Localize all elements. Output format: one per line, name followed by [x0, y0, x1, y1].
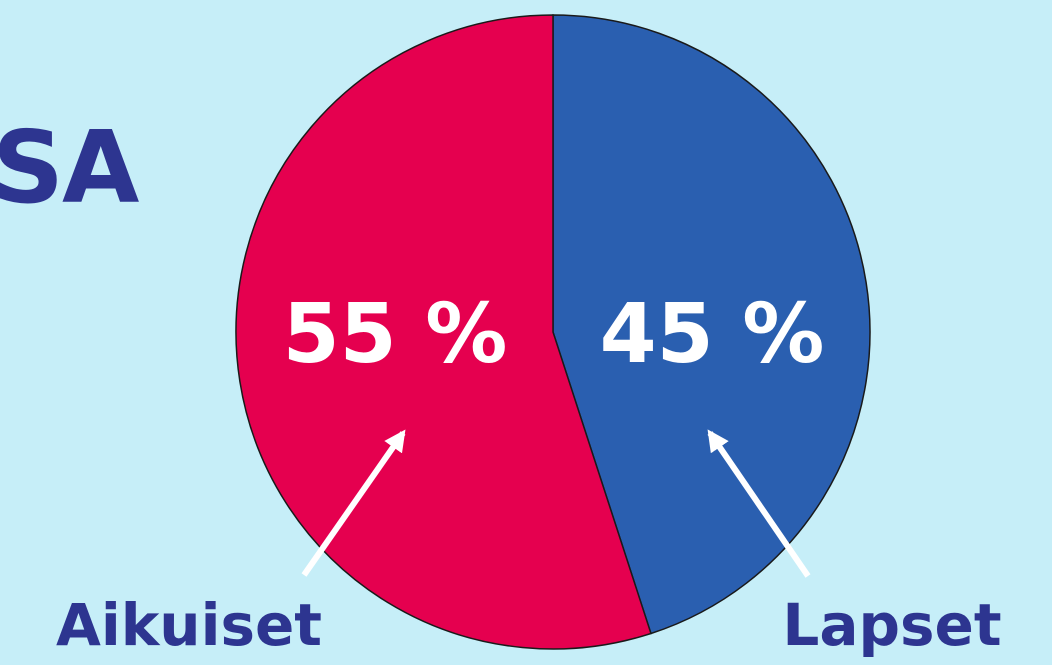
pie-slices	[235, 14, 871, 650]
category-label-lapset: Lapset	[782, 591, 1001, 659]
pie-slice-lapset	[552, 14, 871, 635]
arrow-aikuiset	[301, 429, 406, 577]
slice-value-label-aikuiset: 55 %	[283, 287, 508, 382]
slice-value-label-lapset: 45 %	[600, 287, 825, 382]
arrow-lapset	[707, 429, 811, 578]
category-label-aikuiset: Aikuiset	[56, 591, 322, 659]
pie-slice-aikuiset	[235, 14, 652, 650]
heading-fragment: SA	[0, 109, 139, 226]
